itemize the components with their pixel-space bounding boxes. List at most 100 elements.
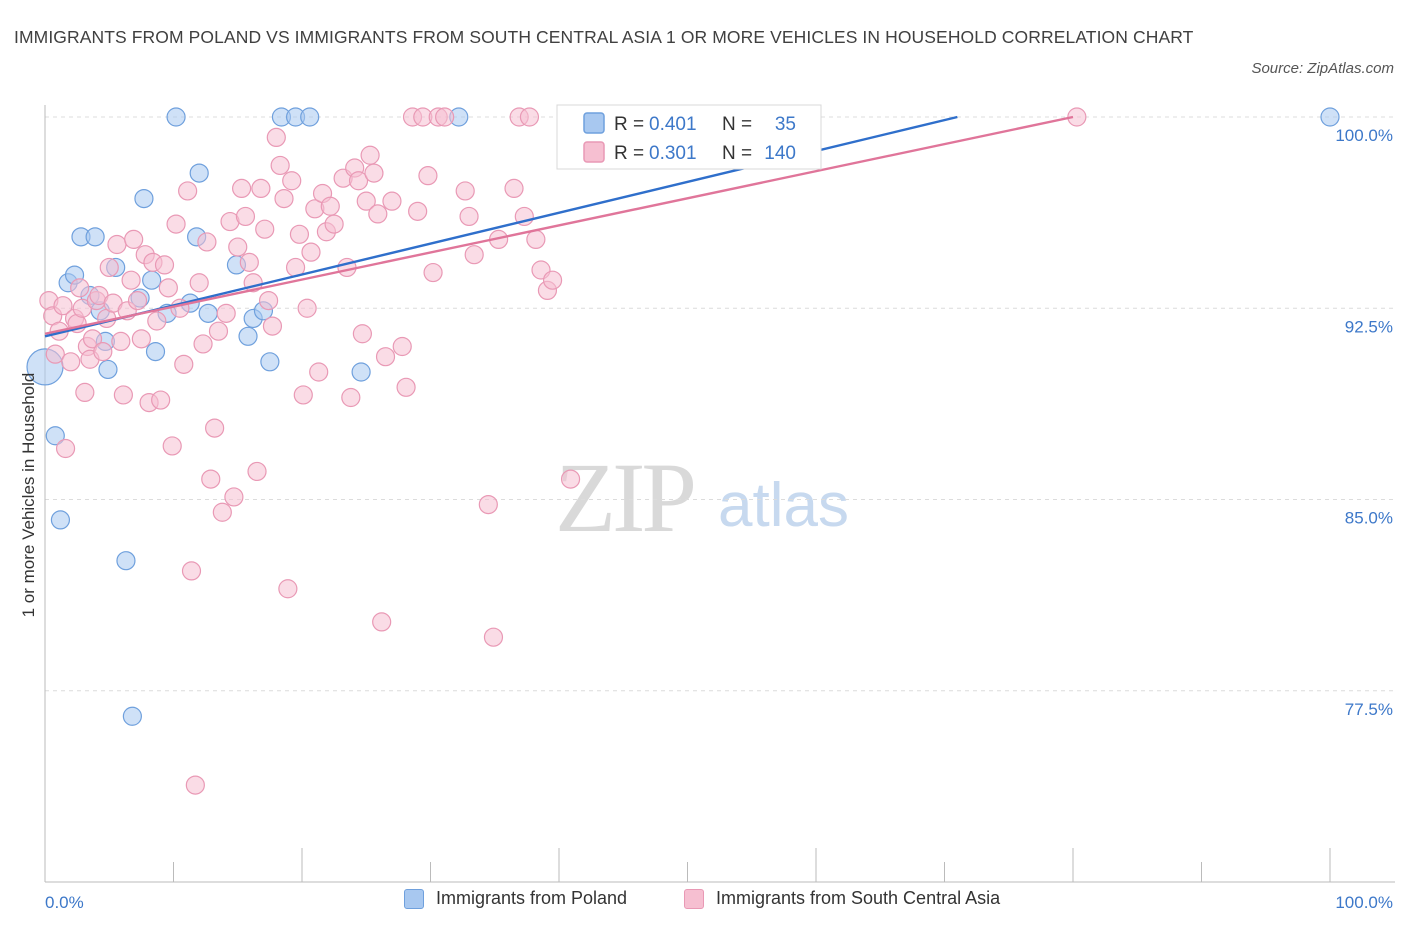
south-central-asia-point [278,579,298,599]
south-central-asia-point [293,385,313,405]
south-central-asia-point [121,270,141,290]
south-central-asia-point [324,214,344,234]
south-central-asia-point [382,191,402,211]
south-central-asia-point [61,352,81,372]
legend-item-poland[interactable]: Immigrants from Poland [404,888,627,909]
poland-point [260,352,280,372]
south-central-asia-point [197,232,217,252]
legend-swatch-south-central-asia [684,888,704,909]
south-central-asia-point [82,329,103,349]
south-central-asia-point [127,291,148,311]
south-central-asia-point [205,418,225,438]
south-central-asia-point [418,166,438,186]
south-central-asia-point [478,495,498,515]
x-tick-label: 0.0% [45,893,84,912]
south-central-asia-point [396,377,416,397]
poland-point [238,326,258,346]
south-central-asia-point [174,354,194,374]
south-central-asia-point [147,311,167,331]
south-central-asia-point [181,561,202,581]
south-central-asia-point [151,390,171,410]
poland-point [142,270,162,290]
legend-r-value: 0.401 [649,114,697,135]
series-poland-points [26,107,1340,726]
south-central-asia-point [235,206,256,227]
south-central-asia-point [504,178,524,198]
legend-swatch-poland [404,888,424,909]
south-central-asia-point [348,171,369,191]
south-central-asia-point [483,627,504,647]
legend-swatch [583,141,605,163]
south-central-asia-point [301,242,321,262]
south-central-asia-point [464,245,484,265]
poland-point [300,107,320,127]
south-central-asia-point [266,127,286,147]
south-central-asia-point [289,224,310,244]
legend-item-south-central-asia[interactable]: Immigrants from South Central Asia [684,888,1000,909]
south-central-asia-point [364,163,384,183]
south-central-asia-point [274,189,294,209]
y-axis-title: 1 or more Vehicles in Household [19,373,38,618]
south-central-asia-point [262,316,283,336]
south-central-asia-point [270,155,290,176]
poland-point [351,362,371,382]
legend-swatch [583,112,605,134]
south-central-asia-point [75,382,95,402]
south-central-asia-point [216,303,236,323]
south-central-asia-point [232,178,252,198]
south-central-asia-point [560,469,581,489]
poland-point [45,426,65,446]
south-central-asia-point [372,612,392,632]
tick-labels: 100.0% 92.5% 85.0% 77.5% 0.0% 100.0% 1 or more… [19,126,1393,912]
south-central-asia-point [228,237,248,257]
south-central-asia-point [526,229,546,249]
south-central-asia-point [423,262,443,283]
legend-box: R = 0.401 N = 35 R = 0.301 N = 140 [556,104,822,170]
watermark-atlas: atlas [718,471,849,540]
south-central-asia-point [435,107,455,127]
poland-point [198,303,218,323]
legend-label-south-central-asia: Immigrants from South Central Asia [716,888,1001,908]
south-central-asia-point [154,255,175,275]
legend-label-poland: Immigrants from Poland [436,888,628,908]
x-tick-label: 100.0% [1335,893,1393,912]
south-central-asia-point [70,278,90,298]
legend-n-value: 35 [775,114,796,135]
y-tick-label: 100.0% [1335,126,1393,145]
south-central-asia-point [193,334,213,354]
south-central-asia-point [178,181,198,201]
south-central-asia-point [124,229,144,249]
south-central-asia-point [99,257,119,278]
south-central-asia-point [55,438,76,459]
south-central-asia-point [131,329,151,349]
poland-point [166,107,186,127]
south-central-asia-point [352,324,372,344]
legend-r-label: R = [614,114,644,135]
poland-point [1320,107,1340,127]
poland-point [122,706,142,726]
south-central-asia-point [459,206,479,227]
south-central-asia-point [201,469,221,489]
south-central-asia-point [258,291,279,311]
south-central-asia-point [255,219,275,239]
south-central-asia-point [158,278,178,298]
south-central-asia-point [189,273,209,293]
south-central-asia-point [107,234,127,255]
south-central-asia-point [392,336,412,357]
poland-point [116,551,136,571]
y-tick-label: 85.0% [1345,509,1393,528]
south-central-asia-point [368,204,388,224]
legend-n-value: 140 [764,143,796,164]
source-label: Source: ZipAtlas.com [1251,60,1394,77]
south-central-asia-point [113,385,133,405]
chart-title: IMMIGRANTS FROM POLAND VS IMMIGRANTS FRO… [14,27,1194,47]
south-central-asia-trend-line [44,115,1074,335]
axes [44,105,1395,883]
south-central-asia-point [212,502,232,522]
grid-lines [45,116,1395,692]
poland-point [145,342,166,362]
south-central-asia-point [239,252,259,272]
south-central-asia-point [166,214,186,234]
poland-point [85,227,105,247]
